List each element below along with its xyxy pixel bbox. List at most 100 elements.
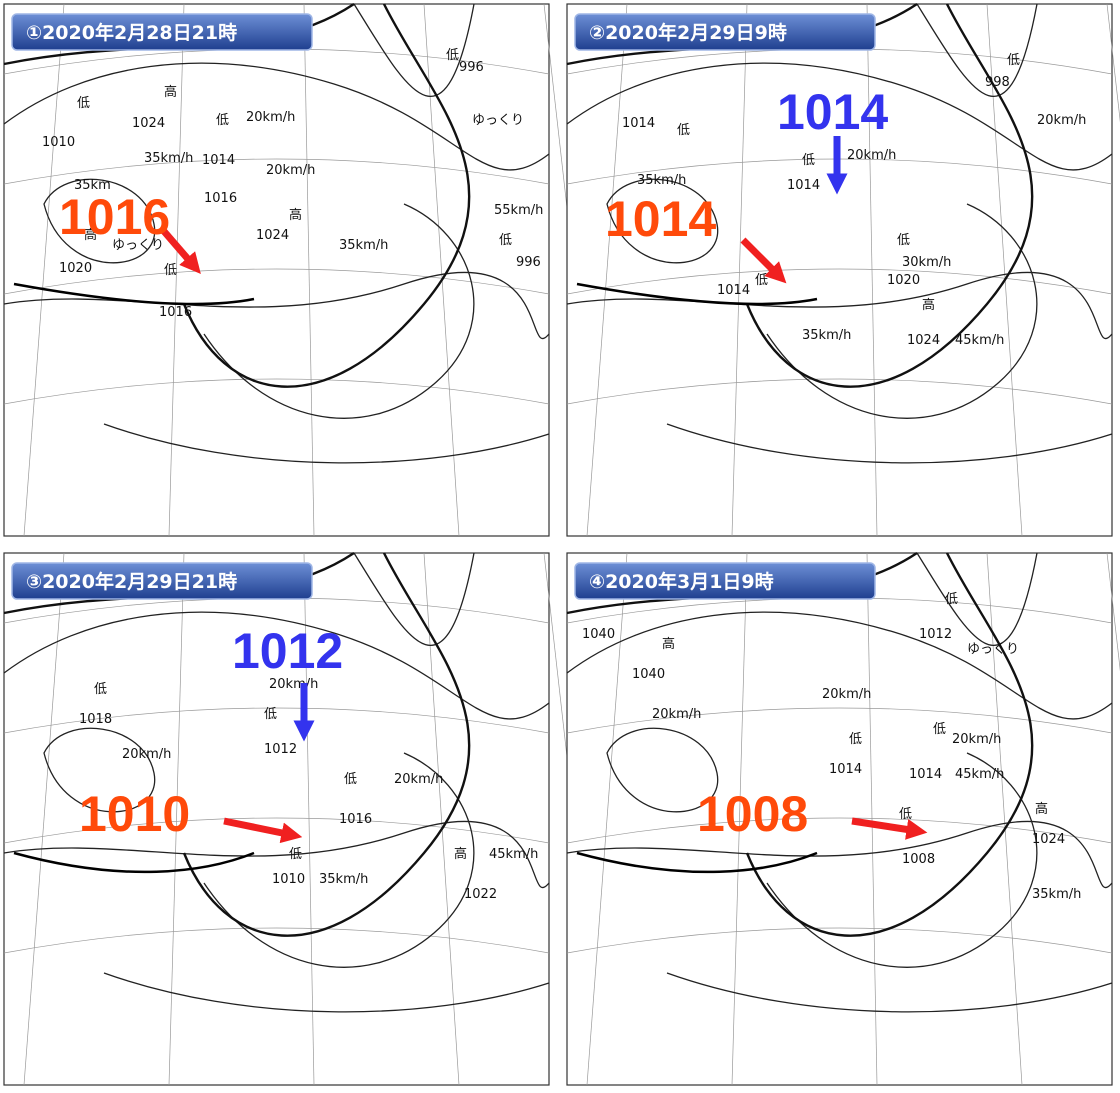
map-label: 1010: [42, 135, 75, 150]
map-label: 低: [216, 113, 229, 128]
isobar: [103, 423, 550, 464]
map-label: 低: [77, 96, 90, 111]
panel-title: ③2020年2月29日21時: [26, 570, 237, 593]
map-label: 1008: [902, 852, 935, 867]
map-label: 20km/h: [652, 707, 701, 722]
map-label: 30km/h: [902, 255, 951, 270]
map-label: 1016: [204, 191, 237, 206]
map-label: 45km/h: [955, 333, 1004, 348]
map-label: 996: [516, 255, 541, 270]
map-label: 20km/h: [266, 163, 315, 178]
isobar-bold: [745, 552, 1034, 937]
map-panel: 低 1018 20km/h 20km/h 低 1012 低 1016 20km/h 低 1010 35…: [3, 552, 605, 1086]
map-label: 低: [897, 233, 910, 248]
map-label: 1040: [582, 627, 615, 642]
map-frame: [566, 552, 1113, 1086]
longitude-line: [168, 3, 185, 537]
latitude-line: [566, 707, 1113, 734]
map-label: 1014: [829, 762, 862, 777]
pointer-arrow: [740, 237, 787, 284]
isobar: [3, 820, 550, 889]
pointer-arrow: [223, 817, 303, 844]
map-label: 20km/h: [394, 772, 443, 787]
map-label: 35km/h: [339, 238, 388, 253]
map-label: 低: [446, 48, 459, 63]
map-label: 996: [459, 60, 484, 75]
pointer-arrow: [851, 817, 928, 840]
title-box: [11, 13, 313, 51]
map-label: 1018: [79, 712, 112, 727]
title-box: [11, 562, 313, 600]
map-frame: [3, 552, 550, 1086]
isobar: [353, 552, 475, 647]
map-frame: [566, 3, 1113, 537]
longitude-line: [168, 552, 185, 1086]
map-label: ゆっくり: [472, 113, 524, 128]
longitude-line: [303, 3, 315, 537]
front: [576, 851, 818, 874]
map-label: 高: [164, 84, 177, 100]
latitude-line: [566, 817, 1113, 844]
map-label: 20km/h: [269, 677, 318, 692]
longitude-line: [423, 3, 460, 537]
map-label: 998: [985, 75, 1010, 90]
latitude-line: [3, 378, 550, 405]
isobar: [566, 62, 1113, 171]
isobar: [103, 972, 550, 1013]
map-label: 低: [264, 707, 277, 722]
longitude-line: [423, 552, 460, 1086]
map-label: 高: [662, 636, 675, 652]
latitude-line: [3, 158, 550, 185]
map-label: 低: [802, 153, 815, 168]
map-label: 1024: [256, 228, 289, 243]
isobar: [666, 423, 1113, 464]
map-label: 高: [922, 297, 935, 313]
map-label: 1020: [887, 273, 920, 288]
map-label: 低: [945, 592, 958, 607]
front: [13, 851, 255, 874]
map-label: 1024: [1032, 832, 1065, 847]
map-label: 1016: [339, 812, 372, 827]
isobar: [606, 727, 719, 813]
isobar: [353, 3, 475, 98]
pointer-arrow: [159, 226, 201, 274]
map-label: 45km/h: [489, 847, 538, 862]
map-panel: 低 998 20km/h 1014 低 35km/h 低 1014 20km/h 低 1020 30k…: [566, 3, 1120, 537]
map-label: 1022: [464, 887, 497, 902]
map-label: 20km/h: [847, 148, 896, 163]
map-panel: 1040高104020km/h20km/h低1012ゆっくり低1014低20km…: [566, 552, 1120, 1086]
longitude-line: [1106, 3, 1120, 123]
map-label: 35km/h: [1032, 887, 1081, 902]
latitude-line: [566, 268, 1113, 295]
map-label: 1014: [622, 116, 655, 131]
map-label: 35km/h: [637, 173, 686, 188]
map-label: 1040: [632, 667, 665, 682]
map-label: 高: [84, 227, 97, 243]
isobar-bold: [745, 3, 1034, 388]
pressure-highlight: 1016: [59, 189, 170, 245]
isobar: [3, 611, 550, 720]
title-box: [574, 562, 876, 600]
map-panel: 低1010高102435km/h低101420km/h20km/h1016高10…: [3, 3, 605, 537]
isobar-bold: [182, 552, 471, 937]
map-label: 低: [933, 722, 946, 737]
map-label: 低: [94, 682, 107, 697]
isobar: [566, 820, 1113, 889]
map-label: 低: [289, 847, 302, 862]
map-label: 20km/h: [122, 747, 171, 762]
isobar: [916, 3, 1038, 98]
map-label: 1020: [59, 261, 92, 276]
map-label: ゆっくり: [112, 238, 164, 253]
latitude-line: [3, 268, 550, 295]
latitude-line: [566, 378, 1113, 405]
map-label: 1016: [159, 305, 192, 320]
isobar: [606, 178, 719, 264]
map-frame: [3, 3, 550, 537]
map-label: 低: [899, 807, 912, 822]
panel-title: ②2020年2月29日9時: [589, 21, 787, 44]
map-label: 低: [499, 233, 512, 248]
isobar: [3, 62, 550, 171]
map-label: 1010: [272, 872, 305, 887]
isobar-bold: [182, 3, 471, 388]
